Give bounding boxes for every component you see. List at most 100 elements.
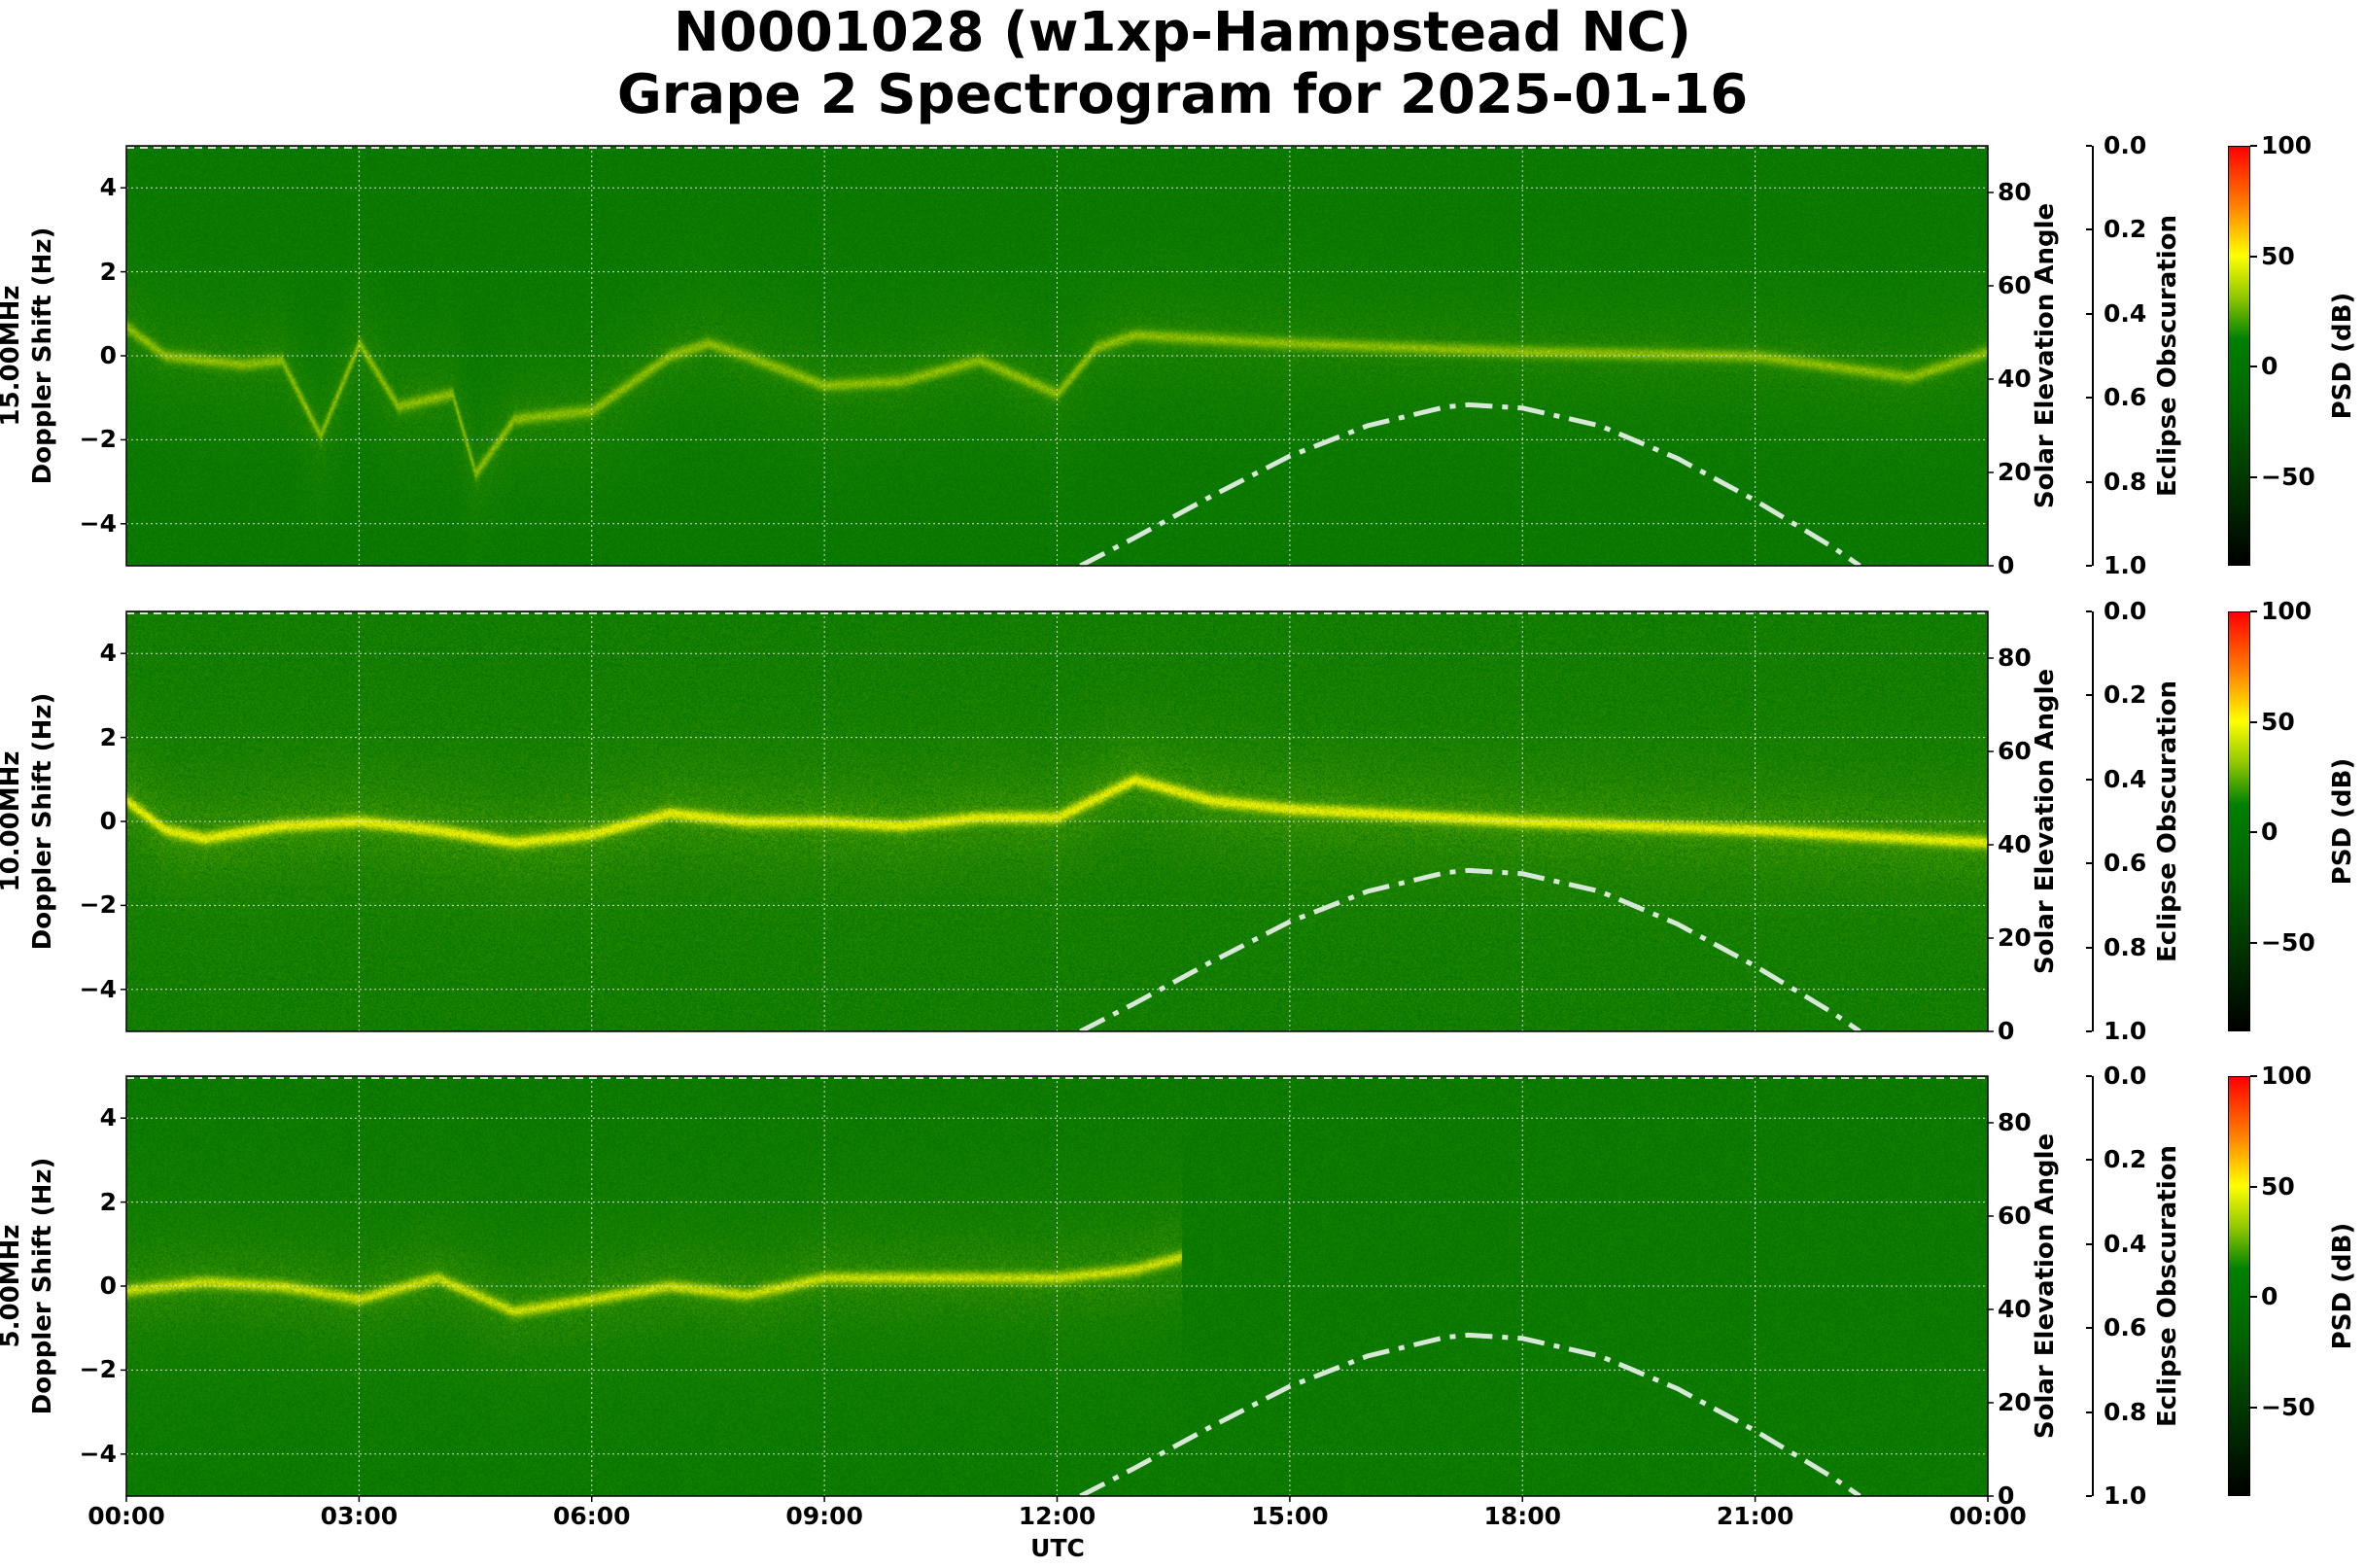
colorbar-tick-mark	[2250, 476, 2257, 479]
colorbar-label: PSD (dB)	[2328, 1222, 2357, 1350]
eclipse-tick-mark	[2086, 862, 2092, 865]
solar-elevation-curve	[1079, 867, 1861, 1034]
solar-tick-label: 80	[1998, 178, 2032, 206]
colorbar-tick-label: −50	[2261, 1393, 2315, 1422]
psd-colorbar	[2228, 611, 2250, 1031]
y-axis-label: 10.00MHz Doppler Shift (Hz)	[0, 611, 63, 1031]
colorbar-tick-label: −50	[2261, 463, 2315, 492]
colorbar-tick-mark	[2250, 1185, 2257, 1188]
psd-colorbar	[2228, 146, 2250, 566]
y-tick-label: 0	[99, 1272, 117, 1300]
x-tick-label: 06:00	[552, 1502, 631, 1530]
colorbar-tick-label: 0	[2261, 818, 2278, 847]
eclipse-tick-mark	[2086, 610, 2092, 612]
band-label: 10.00MHz	[0, 750, 25, 892]
colorbar-tick-label: 100	[2261, 131, 2313, 159]
chart-title-line2: Grape 2 Spectrogram for 2025-01-16	[616, 63, 1749, 126]
eclipse-tick-label: 0.8	[2104, 1397, 2147, 1426]
colorbar-tick-label: 50	[2261, 707, 2295, 736]
colorbar-tick-label: 100	[2261, 597, 2313, 625]
eclipse-tick-mark	[2086, 1075, 2092, 1077]
y-axis-label: 15.00MHz Doppler Shift (Hz)	[0, 146, 63, 566]
solar-axis-label: Solar Elevation Angle	[2031, 668, 2060, 975]
plot-overlay	[121, 610, 1994, 1034]
colorbar-tick-mark	[2250, 831, 2257, 834]
eclipse-tick-mark	[2086, 312, 2092, 315]
colorbar-tick-mark	[2250, 366, 2257, 368]
eclipse-tick-label: 0.8	[2104, 467, 2147, 496]
eclipse-tick-mark	[2086, 1327, 2092, 1330]
solar-elevation-curve	[1079, 1332, 1861, 1499]
eclipse-tick-mark	[2086, 1495, 2092, 1497]
colorbar-tick-mark	[2250, 1075, 2257, 1077]
x-tick-label: 21:00	[1716, 1502, 1794, 1530]
y-tick-label: 4	[99, 639, 117, 668]
y-tick-label: −4	[79, 508, 117, 538]
solar-tick-label: 20	[1998, 1388, 2032, 1416]
x-tick-label: 03:00	[320, 1502, 399, 1530]
solar-tick-label: 60	[1998, 1202, 2032, 1230]
solar-tick-label: 60	[1998, 271, 2032, 299]
y-tick-label: −2	[79, 425, 117, 454]
y-tick-label: 0	[99, 807, 117, 835]
eclipse-tick-mark	[2086, 397, 2092, 400]
colorbar-tick-mark	[2250, 610, 2257, 612]
colorbar-tick-mark	[2250, 942, 2257, 945]
eclipse-tick-mark	[2086, 1242, 2092, 1245]
colorbar-label: PSD (dB)	[2328, 292, 2357, 420]
eclipse-axis-spine	[2092, 146, 2094, 566]
spectrogram-panel-15-00mhz	[121, 145, 1994, 569]
solar-tick-label: 20	[1998, 923, 2032, 952]
band-label: 15.00MHz	[0, 285, 25, 427]
colorbar-tick-label: −50	[2261, 928, 2315, 958]
solar-tick-label: 40	[1998, 830, 2032, 858]
x-tick-label: 00:00	[1949, 1502, 2027, 1530]
colorbar-tick-label: 0	[2261, 1282, 2278, 1311]
eclipse-tick-mark	[2086, 1411, 2092, 1413]
colorbar-tick-mark	[2250, 720, 2257, 723]
solar-tick-label: 0	[1998, 551, 2015, 579]
eclipse-tick-label: 0.2	[2104, 215, 2147, 244]
solar-tick-label: 40	[1998, 1295, 2032, 1323]
colorbar-tick-mark	[2250, 255, 2257, 258]
eclipse-tick-mark	[2086, 480, 2092, 483]
colorbar-tick-label: 100	[2261, 1062, 2313, 1090]
solar-tick-label: 80	[1998, 644, 2032, 672]
solar-tick-label: 60	[1998, 737, 2032, 765]
solar-tick-label: 20	[1998, 458, 2032, 486]
spectrogram-panel-5-00mhz	[121, 1075, 1994, 1502]
solar-axis-label: Solar Elevation Angle	[2031, 1132, 2060, 1440]
x-tick-label: 12:00	[1018, 1502, 1096, 1530]
eclipse-tick-mark	[2086, 145, 2092, 147]
eclipse-tick-label: 0.2	[2104, 1145, 2147, 1174]
eclipse-tick-label: 1.0	[2104, 1017, 2147, 1045]
colorbar-tick-mark	[2250, 1296, 2257, 1299]
eclipse-axis-spine	[2092, 611, 2094, 1031]
eclipse-tick-mark	[2086, 565, 2092, 567]
eclipse-tick-label: 0.4	[2104, 298, 2147, 328]
x-tick-label: 00:00	[87, 1502, 165, 1530]
colorbar-tick-mark	[2250, 145, 2257, 147]
eclipse-tick-label: 0.6	[2104, 383, 2147, 412]
eclipse-tick-label: 0.0	[2104, 1062, 2147, 1090]
chart-title-line1: N0001028 (w1xp-Hampstead NC)	[674, 1, 1691, 64]
y-axis-label: 5.00MHz Doppler Shift (Hz)	[0, 1076, 63, 1496]
x-tick-label: 15:00	[1251, 1502, 1329, 1530]
eclipse-axis-label: Eclipse Obscuration	[2153, 680, 2182, 962]
eclipse-tick-label: 1.0	[2104, 551, 2147, 579]
colorbar-tick-label: 50	[2261, 241, 2295, 270]
doppler-label: Doppler Shift (Hz)	[28, 1157, 57, 1415]
x-tick-label: 09:00	[785, 1502, 863, 1530]
y-tick-label: 2	[99, 1187, 117, 1216]
eclipse-axis-spine	[2092, 1076, 2094, 1496]
plot-overlay	[121, 145, 1994, 569]
eclipse-tick-label: 0.4	[2104, 764, 2147, 793]
solar-tick-label: 0	[1998, 1017, 2015, 1045]
y-tick-label: −2	[79, 1355, 117, 1384]
eclipse-tick-mark	[2086, 778, 2092, 781]
eclipse-tick-label: 0.0	[2104, 131, 2147, 159]
eclipse-tick-label: 1.0	[2104, 1481, 2147, 1510]
y-tick-label: 2	[99, 257, 117, 286]
colorbar-tick-label: 50	[2261, 1171, 2295, 1201]
band-label: 5.00MHz	[0, 1224, 25, 1348]
